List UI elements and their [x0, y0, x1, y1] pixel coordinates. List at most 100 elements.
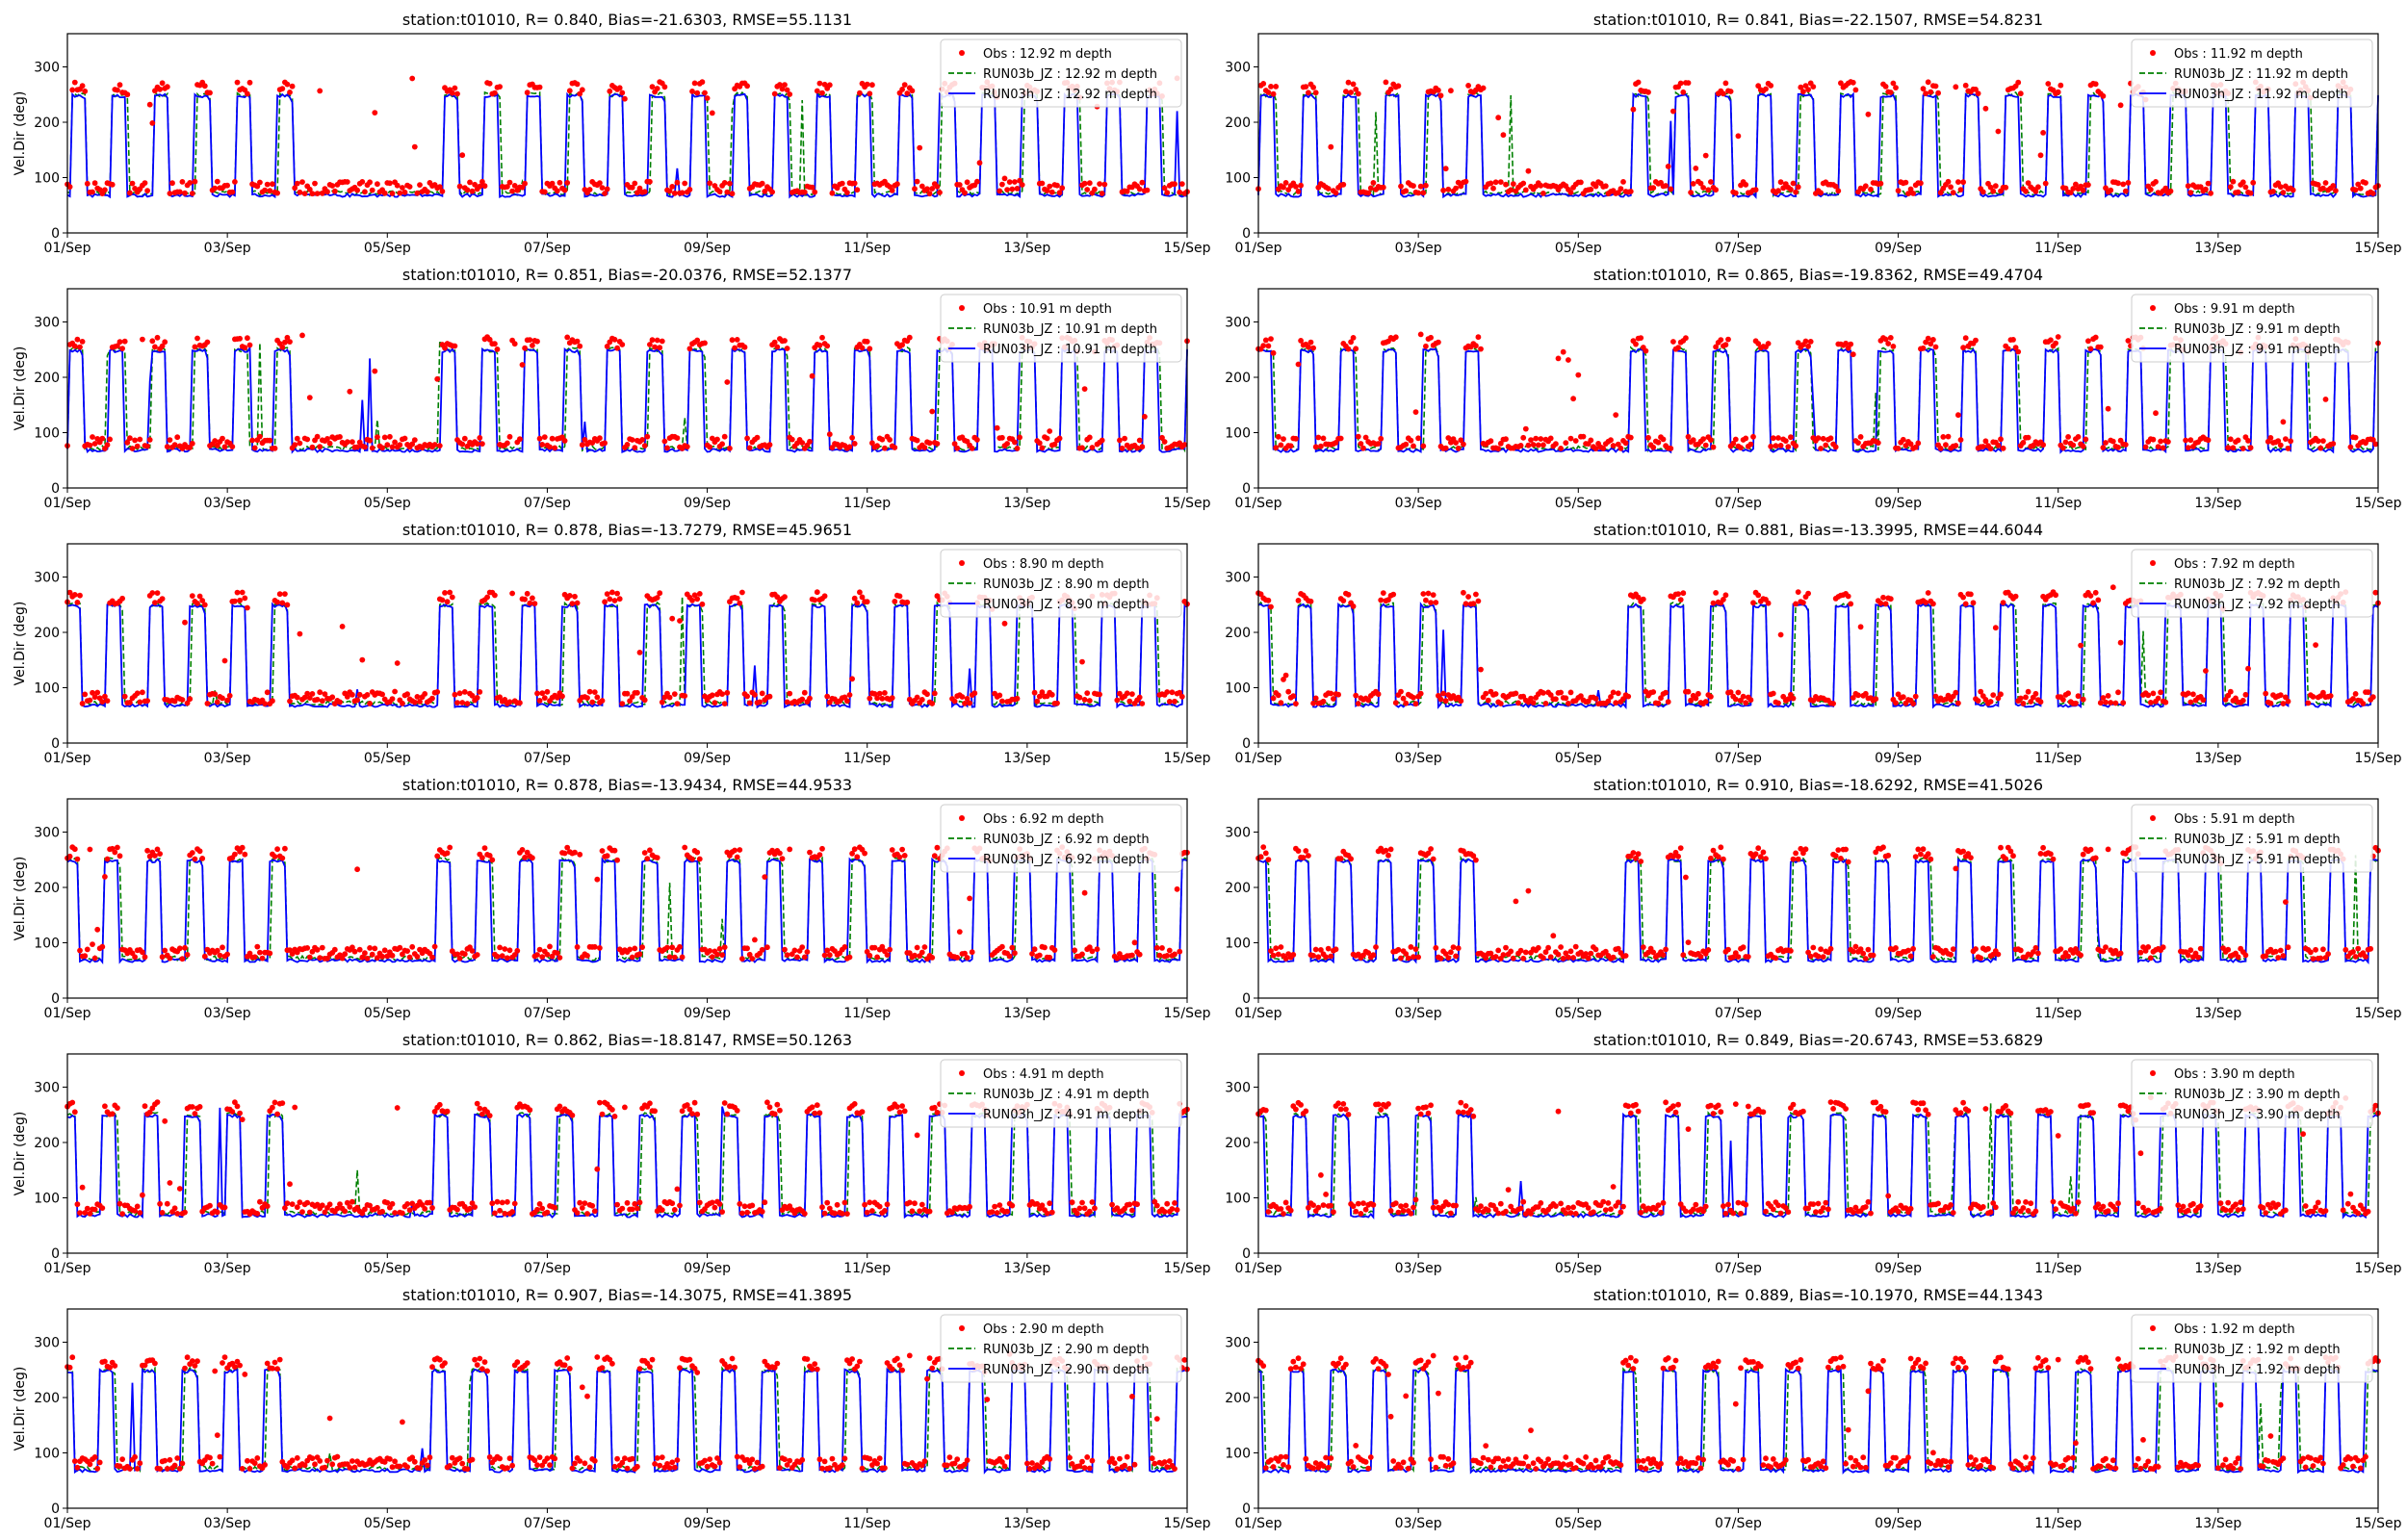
obs-point: [494, 346, 501, 352]
obs-point: [274, 1366, 280, 1373]
obs-point: [629, 954, 635, 961]
obs-point: [2095, 1201, 2102, 1208]
obs-point: [2239, 179, 2246, 186]
obs-point: [649, 337, 656, 344]
obs-point: [686, 346, 693, 352]
obs-point: [257, 179, 263, 186]
obs-point: [1547, 954, 1554, 961]
obs-point: [654, 855, 660, 860]
obs-point: [2275, 438, 2282, 444]
obs-point: [66, 184, 73, 191]
obs-point: [1333, 190, 1339, 196]
obs-point: [1925, 335, 1931, 342]
obs-point: [1403, 1202, 1410, 1209]
obs-point: [1820, 435, 1826, 442]
obs-point: [862, 850, 867, 857]
legend-box: [940, 294, 1182, 363]
obs-point: [1705, 947, 1712, 953]
obs-point: [1615, 1199, 1621, 1206]
obs-point: [1877, 600, 1884, 606]
obs-point: [1392, 1200, 1399, 1206]
obs-point: [1408, 1210, 1414, 1217]
obs-point: [1627, 189, 1634, 194]
obs-point: [1925, 851, 1931, 858]
obs-point: [759, 1208, 765, 1215]
x-tick-label: 09/Sep: [1875, 496, 1922, 511]
obs-point: [632, 445, 638, 450]
obs-point: [1495, 446, 1502, 452]
y-tick-label: 200: [1225, 371, 1251, 386]
obs-point: [1592, 183, 1599, 190]
obs-point: [1591, 1209, 1596, 1216]
obs-point: [506, 699, 513, 706]
obs-point: [1760, 1109, 1767, 1116]
obs-point: [375, 181, 380, 188]
obs-point: [1930, 337, 1936, 343]
obs-point: [2065, 434, 2072, 440]
legend-label: Obs : 10.91 m depth: [983, 302, 1112, 317]
obs-point: [1136, 186, 1143, 192]
obs-point: [479, 855, 485, 860]
obs-point: [1790, 1101, 1797, 1108]
obs-point: [821, 593, 828, 600]
obs-point: [1630, 106, 1637, 113]
obs-point: [121, 338, 128, 345]
obs-point: [1566, 1204, 1571, 1211]
obs-point: [1982, 1106, 1989, 1112]
obs-point: [2185, 690, 2191, 697]
obs-point: [769, 189, 775, 195]
obs-point: [1732, 696, 1739, 703]
obs-point: [544, 951, 551, 958]
obs-point: [1912, 693, 1919, 700]
obs-point: [456, 183, 463, 190]
obs-point: [1960, 848, 1966, 855]
x-tick-label: 11/Sep: [2034, 1006, 2082, 1021]
obs-point: [929, 955, 936, 961]
obs-point: [237, 335, 244, 342]
obs-point: [577, 90, 583, 97]
x-tick-label: 01/Sep: [1235, 496, 1282, 511]
obs-point: [317, 444, 324, 449]
obs-point: [1868, 186, 1874, 192]
obs-point: [1570, 1204, 1576, 1211]
obs-point: [1655, 700, 1662, 706]
obs-point: [309, 691, 316, 697]
obs-point: [859, 594, 866, 601]
obs-point: [267, 950, 273, 957]
obs-point: [1738, 445, 1744, 450]
obs-point: [622, 1104, 628, 1111]
obs-point: [1345, 591, 1352, 598]
obs-point: [324, 955, 330, 962]
obs-point: [452, 85, 458, 91]
obs-point: [1567, 1210, 1574, 1216]
obs-point: [669, 944, 676, 951]
obs-point: [1337, 435, 1344, 442]
obs-point: [1392, 334, 1399, 341]
obs-point: [1907, 186, 1914, 192]
obs-point: [1273, 945, 1280, 952]
obs-point: [1129, 1207, 1135, 1214]
legend-label: RUN03b_JZ : 12.92 m depth: [983, 67, 1157, 82]
obs-point: [597, 945, 603, 951]
obs-point: [214, 947, 220, 954]
obs-point: [1473, 343, 1479, 349]
obs-point: [1303, 1108, 1309, 1115]
obs-point: [569, 601, 576, 606]
obs-point: [1732, 436, 1739, 443]
obs-point: [1134, 445, 1140, 451]
obs-point: [2153, 179, 2159, 185]
obs-point: [489, 857, 496, 863]
obs-point: [124, 91, 131, 98]
obs-point: [844, 190, 850, 196]
obs-point: [294, 180, 300, 187]
axes-frame: [1257, 798, 2379, 999]
obs-point: [1877, 180, 1884, 187]
obs-point: [599, 698, 606, 704]
obs-point: [306, 186, 313, 192]
obs-point: [1059, 185, 1066, 192]
obs-point: [1850, 351, 1856, 358]
obs-point: [1495, 947, 1502, 954]
series-obs-points: [65, 589, 1190, 706]
obs-point: [1129, 952, 1135, 959]
